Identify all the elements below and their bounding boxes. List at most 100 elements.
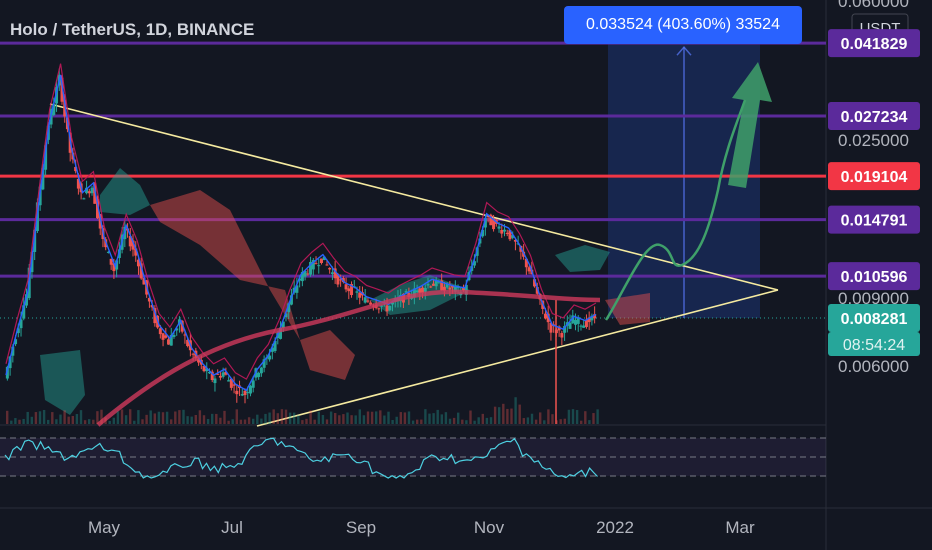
volume-bar (18, 419, 21, 424)
volume-bar (485, 417, 489, 424)
level-tag-3[interactable] (828, 205, 920, 234)
candle-body (462, 287, 466, 291)
candle-body (191, 353, 195, 355)
volume-bar (329, 411, 333, 424)
volume-bar (457, 412, 460, 424)
candle-body (563, 326, 567, 333)
candle-body (311, 260, 315, 270)
candle-body (319, 258, 323, 263)
candle-body (440, 280, 444, 291)
volume-bar (88, 419, 91, 424)
volume-bar (448, 418, 452, 424)
candle-body (584, 319, 588, 327)
candle-body (571, 315, 575, 324)
candle-body (464, 284, 468, 295)
volume-bar (354, 415, 357, 424)
level-tag-0[interactable] (828, 29, 920, 58)
base-line (5, 63, 597, 380)
volume-bar (6, 410, 9, 424)
candle-body (158, 328, 162, 335)
candle-body (180, 320, 184, 332)
current-price-tag[interactable] (828, 304, 920, 332)
candle-body (298, 278, 302, 281)
volume-bar (79, 410, 83, 424)
volume-bar (51, 412, 54, 424)
volume-bar (96, 411, 99, 424)
volume-bar (317, 411, 320, 424)
volume-bar (481, 413, 484, 424)
candle-body (481, 229, 485, 237)
level-tag-4[interactable] (828, 262, 920, 291)
volume-bar (325, 419, 329, 424)
candle-body (262, 359, 266, 368)
candle-body (333, 268, 337, 279)
projection-path (604, 99, 747, 321)
volume-bar (567, 409, 571, 424)
volume-bar (272, 409, 275, 424)
candle-body (576, 317, 580, 324)
volume-bar (129, 409, 132, 424)
candle-body (281, 321, 285, 329)
volume-bar (575, 410, 579, 424)
volume-bar (539, 412, 542, 424)
candle-body (115, 260, 119, 270)
candle-body (251, 380, 255, 388)
cloud-area-2 (300, 330, 355, 380)
volume-bar (276, 413, 279, 424)
candle-body (136, 259, 140, 267)
volume-bar (256, 414, 259, 424)
volume-bar (264, 413, 267, 424)
candle-body (429, 286, 433, 288)
volume-bar (588, 420, 591, 424)
candle-body (483, 218, 487, 228)
candle-body (511, 235, 515, 238)
volume-bar (165, 411, 169, 424)
volume-bar (584, 411, 587, 424)
volume-bar (194, 414, 197, 424)
volume-bar (514, 397, 517, 424)
candle-body (85, 187, 89, 194)
volume-bar (55, 419, 58, 424)
candle-body (246, 392, 250, 394)
volume-bar (120, 409, 124, 424)
volume-bar (116, 411, 120, 424)
candle-body (5, 366, 9, 379)
candle-body (227, 380, 231, 382)
candle-body (574, 319, 578, 325)
candle-body (502, 229, 506, 232)
candle-body (322, 256, 326, 261)
level-tag-2[interactable] (828, 162, 920, 191)
volume-bar (247, 417, 251, 424)
current-price-label: 0.008281 (841, 311, 908, 328)
candle-body (442, 286, 446, 291)
volume-bar (358, 409, 361, 424)
countdown-tag (828, 332, 920, 356)
volume-bar (313, 419, 316, 424)
level-tag-label-4: 0.010596 (841, 269, 908, 286)
volume-bar (362, 415, 366, 424)
volume-bar (436, 409, 439, 424)
candle-body (451, 285, 455, 288)
measure-tooltip: 0.033524 (403.60%) 33524 (564, 6, 802, 44)
volume-bar (489, 417, 493, 424)
candle-body (347, 288, 351, 292)
y-tick-label-2: 0.009000 (838, 289, 909, 308)
volume-bar (161, 412, 165, 424)
candle-body (213, 378, 217, 384)
candle-body (175, 328, 179, 331)
volume-bar (215, 413, 218, 424)
candle-body (306, 273, 310, 275)
y-tick-label-0: 0.060000 (838, 0, 909, 11)
candle-body (14, 339, 18, 345)
candle-body (497, 226, 501, 229)
level-tag-1[interactable] (828, 101, 920, 130)
candle-body (377, 308, 381, 310)
candle-body (131, 240, 135, 250)
candle-body (317, 265, 321, 267)
volume-bar (346, 412, 349, 424)
candle-body (568, 322, 572, 329)
candle-body (472, 261, 476, 266)
volume-bar (518, 404, 521, 424)
